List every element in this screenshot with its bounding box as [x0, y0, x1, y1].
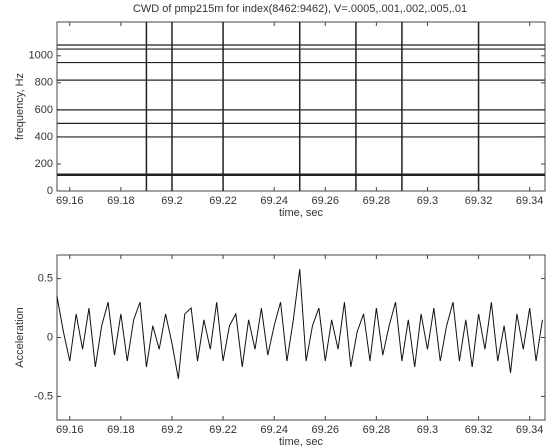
plot-area [56, 21, 546, 192]
x-tick-label: 69.32 [465, 424, 493, 436]
x-tick-label: 69.34 [516, 195, 544, 207]
y-tick-label: 0 [47, 331, 53, 343]
x-tick-label: 69.18 [107, 195, 135, 207]
x-tick-label: 69.28 [363, 195, 391, 207]
x-axis-label: time, sec [279, 436, 324, 447]
plot-area [56, 254, 546, 421]
x-tick-label: 69.22 [209, 424, 237, 436]
y-tick-label: 400 [35, 131, 53, 143]
y-tick-label: 800 [35, 77, 53, 89]
y-tick-label: -0.5 [34, 390, 53, 402]
x-tick-label: 69.2 [161, 195, 182, 207]
x-axis-label: time, sec [279, 207, 324, 219]
y-tick-label: 0 [47, 185, 53, 197]
x-tick-label: 69.3 [417, 424, 438, 436]
y-tick-label: 0.5 [38, 272, 53, 284]
y-tick-label: 1000 [29, 50, 53, 62]
x-tick-label: 69.24 [260, 195, 288, 207]
x-tick-label: 69.16 [56, 195, 84, 207]
x-tick-label: 69.26 [312, 195, 340, 207]
x-tick-label: 69.28 [363, 424, 391, 436]
x-tick-label: 69.24 [260, 424, 288, 436]
x-tick-label: 69.3 [417, 195, 438, 207]
x-tick-label: 69.26 [312, 424, 340, 436]
signal-line [56, 269, 543, 379]
x-tick-label: 69.18 [107, 424, 135, 436]
y-axis-label: Acceleration [14, 307, 26, 368]
x-tick-label: 69.22 [209, 195, 237, 207]
chart-title: CWD of pmp215m for index(8462:9462), V=.… [133, 3, 467, 15]
y-tick-label: 600 [35, 104, 53, 116]
x-tick-label: 69.34 [516, 424, 544, 436]
x-tick-label: 69.16 [56, 424, 84, 436]
x-tick-label: 69.32 [465, 195, 493, 207]
y-axis-label: frequency, Hz [14, 73, 26, 140]
x-tick-label: 69.2 [161, 424, 182, 436]
y-tick-label: 200 [35, 158, 53, 170]
